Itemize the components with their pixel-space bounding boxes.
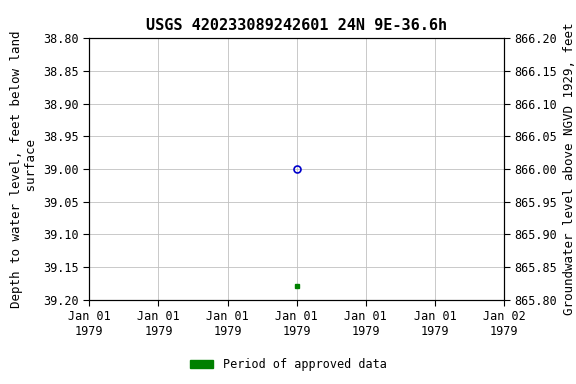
Y-axis label: Depth to water level, feet below land
 surface: Depth to water level, feet below land su… xyxy=(10,30,37,308)
Y-axis label: Groundwater level above NGVD 1929, feet: Groundwater level above NGVD 1929, feet xyxy=(563,23,576,315)
Legend: Period of approved data: Period of approved data xyxy=(185,354,391,376)
Title: USGS 420233089242601 24N 9E-36.6h: USGS 420233089242601 24N 9E-36.6h xyxy=(146,18,447,33)
